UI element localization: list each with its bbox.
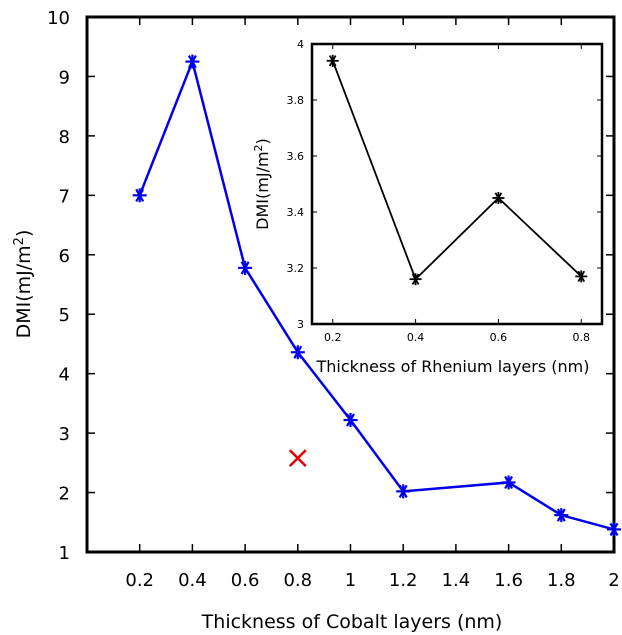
inset-y-tick-label: 3.4 (287, 206, 305, 219)
main-x-tick-label: 2 (608, 570, 619, 591)
main-y-tick-label: 3 (59, 424, 70, 445)
main-y-tick-label: 6 (59, 246, 70, 267)
inset-data-point (409, 273, 422, 286)
inset-plot-background (312, 44, 602, 324)
inset-x-tick-label: 0.2 (324, 331, 342, 344)
main-data-point (238, 260, 253, 275)
main-y-tick-label: 1 (59, 543, 70, 564)
main-data-point (607, 522, 621, 537)
red-cross-marker (288, 449, 307, 467)
inset-x-axis-title: Thickness of Rhenium layers (nm) (316, 357, 590, 376)
inset-x-tick-label: 0.6 (490, 331, 508, 344)
main-x-tick-label: 1.2 (389, 570, 418, 591)
main-data-point (501, 475, 516, 490)
inset-y-tick-label: 3.2 (287, 262, 305, 275)
inset-data-point (326, 54, 339, 67)
main-data-point (554, 508, 569, 523)
main-x-tick-label: 1.4 (442, 570, 471, 591)
main-data-point (132, 188, 147, 203)
inset-x-tick-label: 0.8 (573, 331, 591, 344)
main-ticks: 0.2 0.4 0.6 0.8 1 1.2 1.4 1.6 1.8 2 1 2 3 4 5 6 7 8 9 10 (47, 8, 620, 591)
main-y-tick-label: 8 (59, 127, 70, 148)
main-x-axis-title: Thickness of Cobalt layers (nm) (201, 611, 503, 633)
inset-y-axis-title-sup: 2 (252, 144, 265, 151)
inset-y-tick-label: 3.6 (287, 150, 305, 163)
main-y-axis-title-sup: 2 (12, 237, 27, 245)
main-y-tick-label: 10 (47, 8, 70, 29)
inset-series-line (331, 60, 582, 281)
main-y-axis-title-end: ) (13, 230, 35, 237)
main-y-tick-label: 5 (59, 305, 70, 326)
main-data-point (290, 345, 305, 360)
inset-series (326, 54, 588, 286)
inset-y-axis-title: DMI(mJ/m2) (252, 138, 272, 230)
inset-data-point (575, 270, 588, 283)
main-y-axis-title: DMI(mJ/m2) (12, 230, 35, 339)
main-x-tick-label: 1.6 (494, 570, 523, 591)
main-y-axis-title-main: DMI(mJ/m (13, 245, 35, 338)
main-x-tick-label: 1.8 (547, 570, 576, 591)
main-series (132, 54, 621, 537)
main-data-point (396, 484, 411, 499)
main-y-tick-label: 4 (59, 365, 70, 386)
inset-y-axis-title-main: DMI(mJ/m (253, 151, 272, 229)
inset-x-tick-label: 0.4 (407, 331, 425, 344)
inset-data-point (492, 192, 505, 204)
main-x-tick-label: 1 (345, 570, 356, 591)
main-chart: 0.2 0.4 0.6 0.8 1 1.2 1.4 1.6 1.8 2 1 2 3 4 5 6 7 8 9 10 Th… (12, 8, 621, 633)
main-data-point (343, 413, 358, 428)
main-x-tick-label: 0.2 (125, 570, 154, 591)
inset-y-tick-label: 3.8 (287, 94, 305, 107)
main-data-point (185, 54, 200, 69)
inset-y-tick-label: 3 (297, 318, 304, 331)
main-y-tick-label: 2 (59, 484, 70, 505)
inset-ticks: 0.2 0.4 0.6 0.8 3 3.2 3.4 3.6 3.8 4 (287, 38, 602, 344)
inset-y-axis-title-end: ) (253, 138, 272, 144)
inset-chart: 0.2 0.4 0.6 0.8 3 3.2 3.4 3.6 3.8 4 Thickness of … (252, 38, 604, 376)
main-x-tick-label: 0.8 (283, 570, 312, 591)
main-y-tick-label: 7 (59, 186, 70, 207)
main-annotations (288, 449, 307, 467)
main-x-tick-label: 0.6 (231, 570, 260, 591)
inset-y-tick-label: 4 (297, 38, 304, 51)
main-y-tick-label: 9 (59, 67, 70, 88)
inset-plot-frame (310, 42, 604, 326)
main-x-tick-label: 0.4 (178, 570, 207, 591)
